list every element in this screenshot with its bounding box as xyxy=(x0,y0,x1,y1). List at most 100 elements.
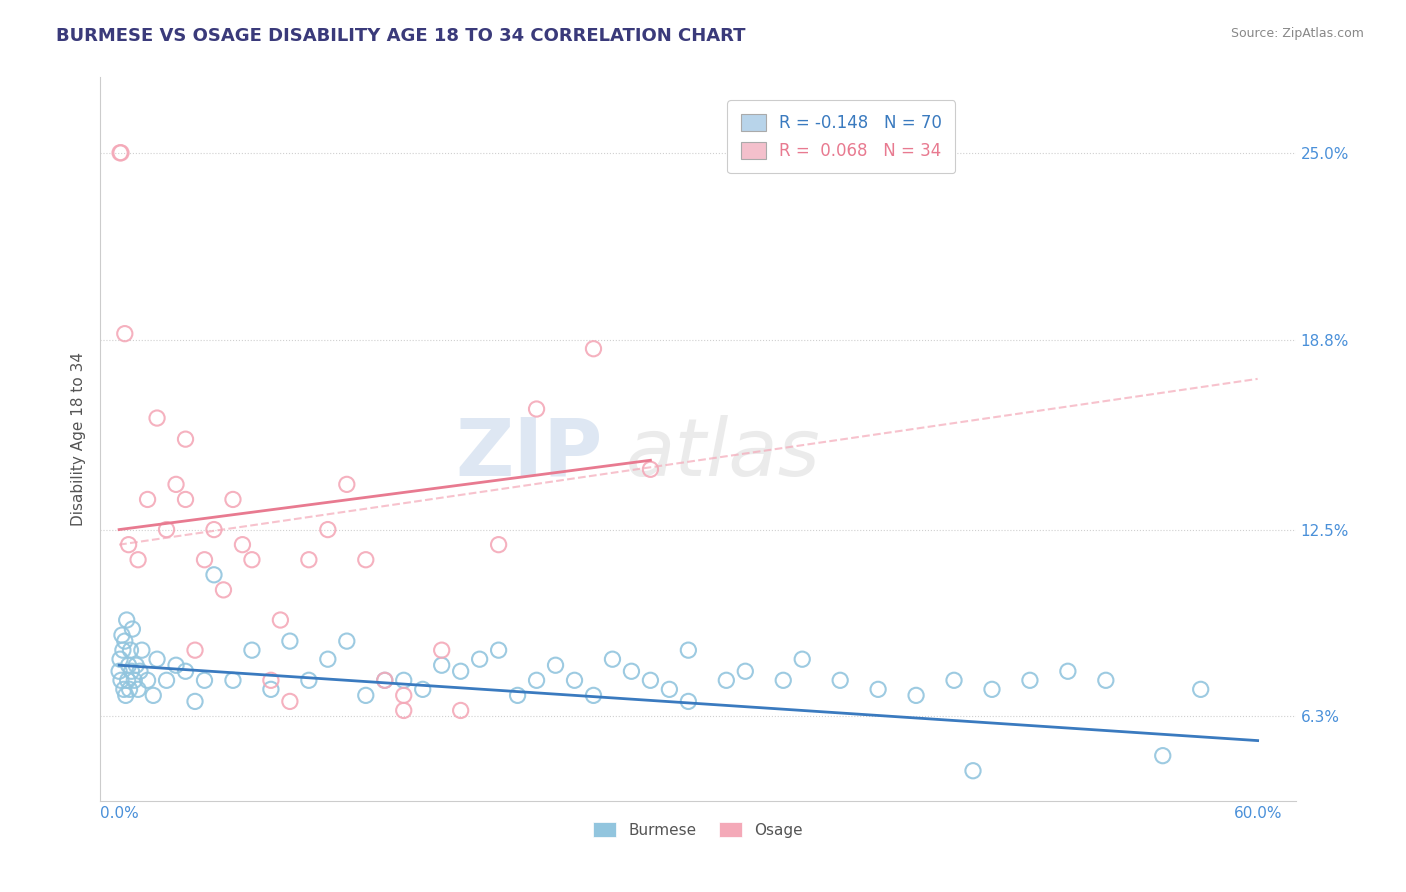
Point xyxy=(155,673,177,688)
Point xyxy=(582,342,605,356)
Point xyxy=(174,492,197,507)
Point xyxy=(1095,673,1118,688)
Point xyxy=(155,523,177,537)
Point xyxy=(146,652,169,666)
Point xyxy=(602,652,624,666)
Point xyxy=(716,673,738,688)
Point xyxy=(962,764,984,778)
Point xyxy=(112,682,135,697)
Point xyxy=(981,682,1004,697)
Point xyxy=(374,673,396,688)
Point xyxy=(468,652,491,666)
Point xyxy=(114,326,136,341)
Point xyxy=(392,689,415,703)
Point xyxy=(136,673,159,688)
Point xyxy=(165,658,187,673)
Text: ZIP: ZIP xyxy=(456,415,602,492)
Point xyxy=(298,553,321,567)
Point xyxy=(125,658,148,673)
Point xyxy=(146,411,169,425)
Point xyxy=(905,689,928,703)
Point xyxy=(354,689,377,703)
Text: atlas: atlas xyxy=(626,415,821,492)
Point xyxy=(120,665,142,679)
Point xyxy=(110,145,132,160)
Point xyxy=(430,643,453,657)
Point xyxy=(488,538,510,552)
Point xyxy=(202,523,225,537)
Point xyxy=(174,432,197,446)
Text: Source: ZipAtlas.com: Source: ZipAtlas.com xyxy=(1230,27,1364,40)
Point xyxy=(114,634,136,648)
Point xyxy=(108,145,131,160)
Point xyxy=(174,665,197,679)
Point xyxy=(620,665,643,679)
Point xyxy=(374,673,396,688)
Point xyxy=(136,492,159,507)
Point xyxy=(240,553,263,567)
Point xyxy=(336,634,359,648)
Point xyxy=(640,462,662,476)
Point xyxy=(117,538,139,552)
Point xyxy=(830,673,852,688)
Point xyxy=(127,553,149,567)
Point xyxy=(165,477,187,491)
Point xyxy=(184,643,207,657)
Point xyxy=(260,673,283,688)
Point xyxy=(488,643,510,657)
Point xyxy=(316,652,339,666)
Point xyxy=(231,538,253,552)
Point xyxy=(1189,682,1212,697)
Point xyxy=(193,673,215,688)
Point xyxy=(212,582,235,597)
Point xyxy=(278,634,301,648)
Point xyxy=(582,689,605,703)
Point xyxy=(121,622,143,636)
Point xyxy=(392,703,415,717)
Point xyxy=(202,567,225,582)
Point xyxy=(772,673,794,688)
Point xyxy=(114,689,136,703)
Point xyxy=(506,689,529,703)
Text: BURMESE VS OSAGE DISABILITY AGE 18 TO 34 CORRELATION CHART: BURMESE VS OSAGE DISABILITY AGE 18 TO 34… xyxy=(56,27,745,45)
Point xyxy=(120,643,142,657)
Point xyxy=(298,673,321,688)
Point xyxy=(658,682,681,697)
Point xyxy=(943,673,966,688)
Point xyxy=(678,643,700,657)
Point xyxy=(1057,665,1080,679)
Point xyxy=(1152,748,1174,763)
Point xyxy=(868,682,890,697)
Point xyxy=(336,477,359,491)
Point xyxy=(269,613,291,627)
Point xyxy=(111,643,134,657)
Point xyxy=(118,682,141,697)
Point xyxy=(260,682,283,697)
Point xyxy=(526,673,548,688)
Point xyxy=(1019,673,1042,688)
Point xyxy=(127,682,149,697)
Point xyxy=(640,673,662,688)
Point xyxy=(108,665,131,679)
Point xyxy=(564,673,586,688)
Point xyxy=(544,658,567,673)
Point xyxy=(142,689,165,703)
Point xyxy=(430,658,453,673)
Point xyxy=(450,665,472,679)
Point xyxy=(115,613,138,627)
Point xyxy=(108,652,131,666)
Point xyxy=(450,703,472,717)
Point xyxy=(734,665,756,679)
Point xyxy=(117,658,139,673)
Point xyxy=(184,694,207,708)
Point xyxy=(392,673,415,688)
Point xyxy=(110,673,132,688)
Point xyxy=(316,523,339,537)
Point xyxy=(412,682,434,697)
Legend: Burmese, Osage: Burmese, Osage xyxy=(586,815,808,844)
Point xyxy=(193,553,215,567)
Point xyxy=(222,492,245,507)
Point xyxy=(111,628,134,642)
Point xyxy=(222,673,245,688)
Point xyxy=(131,643,153,657)
